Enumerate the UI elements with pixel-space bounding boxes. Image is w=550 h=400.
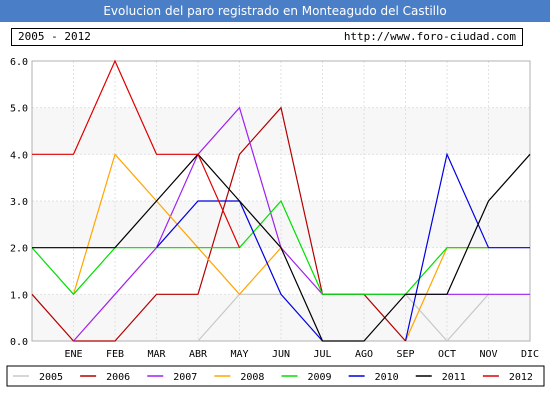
subheader-box: 2005 - 2012 http://www.foro-ciudad.com [11,28,523,46]
chart-title: Evolucion del paro registrado en Monteag… [0,0,550,22]
x-tick-label: ABR [189,349,208,360]
legend-label-2005: 2005 [39,372,63,383]
legend-label-2011: 2011 [442,372,466,383]
x-tick-label: DIC [521,349,539,360]
x-tick-label: NOV [479,349,497,360]
legend-label-2012: 2012 [509,372,533,383]
series-line-2010 [404,152,530,342]
y-tick-label: 0.0 [10,337,28,348]
y-tick-label: 6.0 [10,57,28,68]
period-label: 2005 - 2012 [18,30,91,43]
source-url[interactable]: http://www.foro-ciudad.com [343,30,516,43]
plot-band [32,201,530,248]
x-tick-label: MAR [147,349,166,360]
x-tick-label: OCT [438,349,456,360]
x-tick-label: JUL [313,349,331,360]
x-tick-label: MAY [230,349,248,360]
legend-box [6,365,545,387]
y-tick-label: 2.0 [10,244,28,255]
y-tick-label: 4.0 [10,150,28,161]
y-tick-label: 3.0 [10,197,28,208]
legend-label-2009: 2009 [307,372,331,383]
legend-label-2007: 2007 [173,372,197,383]
series-line-2007 [73,106,530,342]
plot-band [32,61,530,108]
x-tick-label: ENE [64,349,82,360]
x-tick-label: JUN [272,349,290,360]
legend-label-2010: 2010 [375,372,399,383]
legend-label-2008: 2008 [240,372,264,383]
plot-area [31,60,531,342]
x-tick-label: SEP [396,349,414,360]
legend-label-2006: 2006 [106,372,130,383]
series-line-2011 [32,153,531,342]
y-tick-label: 5.0 [10,104,28,115]
x-tick-label: FEB [106,349,124,360]
y-tick-label: 1.0 [10,290,28,301]
x-tick-label: AGO [355,349,373,360]
series-line-2012 [32,59,241,248]
